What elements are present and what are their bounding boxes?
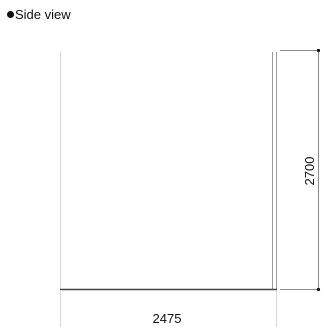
bullet-icon xyxy=(7,11,14,18)
view-title: Side view xyxy=(7,7,71,23)
width-dimension-label: 2475 xyxy=(153,311,182,326)
height-dimension-dot-bottom xyxy=(316,287,321,292)
height-dimension-dot-top xyxy=(316,48,321,53)
view-title-text: Side view xyxy=(15,7,71,22)
height-dimension-label: 2700 xyxy=(302,157,317,186)
